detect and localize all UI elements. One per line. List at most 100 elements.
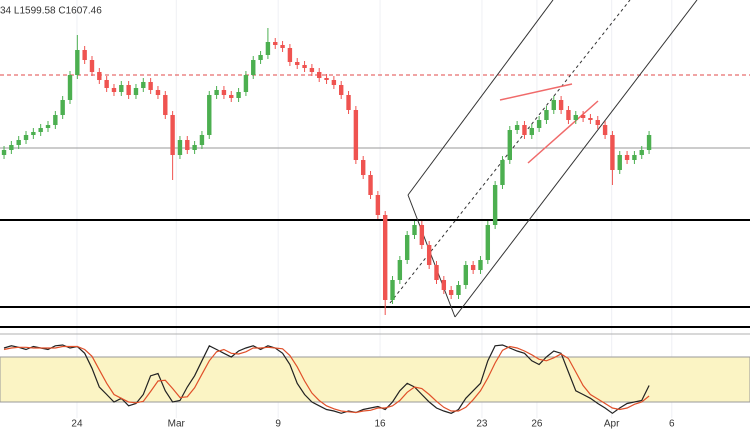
candle-body (624, 155, 630, 160)
candle-body (544, 110, 549, 120)
candle-body (595, 120, 600, 125)
x-tick-label: Mar (168, 419, 186, 430)
candle-body (119, 85, 124, 92)
candle-body (317, 72, 322, 78)
candle-body (588, 118, 593, 120)
candle-body (500, 160, 505, 185)
candle-body (89, 60, 95, 72)
candle-body (214, 90, 219, 95)
channel-upper (407, 0, 554, 196)
candle-body (170, 115, 175, 155)
oscillator-line (3, 344, 650, 415)
candle-body (339, 85, 344, 95)
candle-body (1, 150, 7, 155)
candle-body (192, 145, 197, 150)
candles (1, 28, 652, 315)
candle-body (75, 50, 80, 75)
candle-body (104, 80, 109, 88)
candle-body (580, 115, 586, 118)
oscillator-band (0, 356, 750, 403)
x-tick-label: 23 (476, 419, 488, 430)
candle-body (302, 65, 307, 68)
candle-body (155, 90, 161, 95)
candle-body (82, 50, 87, 60)
candle-body (470, 265, 476, 270)
candle-body (133, 88, 139, 95)
candle-body (558, 100, 564, 110)
x-tick-label: 26 (531, 419, 543, 430)
candle-body (632, 155, 637, 160)
channel-lower (454, 0, 698, 318)
candle-body (346, 95, 351, 110)
candle-body (441, 280, 447, 290)
candle-body (390, 280, 395, 300)
candle-body (141, 82, 146, 88)
candle-body (185, 140, 190, 150)
candle-body (382, 215, 388, 300)
candle-body (507, 130, 512, 160)
candle-body (522, 125, 527, 135)
candle-body (60, 100, 65, 115)
candle-body (404, 235, 410, 260)
candle-body (251, 60, 256, 75)
candle-body (602, 125, 608, 135)
candle-body (163, 95, 168, 115)
candle-body (551, 100, 556, 110)
oscillator-line (3, 345, 650, 414)
candle-body (397, 260, 403, 280)
candle-body (199, 135, 205, 145)
candle-body (485, 225, 491, 260)
candle-body (426, 245, 432, 265)
candle-body (566, 110, 571, 120)
candle-body (148, 82, 153, 90)
candle-body (295, 62, 300, 65)
candle-body (368, 175, 373, 195)
candle-body (126, 85, 131, 95)
candle-body (456, 285, 461, 295)
ohlc-readout: 34 L1599.58 C1607.46 (0, 6, 102, 17)
candle-body (38, 128, 43, 132)
candle-body (492, 185, 498, 225)
wedge-upper (499, 83, 573, 101)
candle-body (97, 72, 102, 80)
candle-body (360, 160, 366, 175)
candle-body (573, 115, 578, 120)
candle-body (258, 55, 263, 60)
candle-body (639, 150, 644, 155)
x-tick-label: 6 (669, 419, 675, 430)
candle-body (207, 95, 212, 135)
x-tick-label: Apr (604, 419, 620, 430)
x-tick-label: 24 (71, 419, 83, 430)
candle-body (45, 125, 51, 128)
candle-body (287, 48, 293, 62)
candle-body (448, 290, 454, 295)
candle-body (31, 132, 36, 135)
candle-body (536, 120, 542, 128)
candle-body (419, 225, 425, 245)
candle-body (309, 68, 315, 72)
x-tick-label: 9 (275, 419, 281, 430)
candle-body (514, 125, 520, 130)
candle-body (353, 110, 359, 160)
candle-body (412, 225, 417, 235)
wedge-lower (527, 100, 599, 164)
candle-body (324, 78, 329, 80)
candle-body (243, 75, 249, 92)
oscillator-panel (0, 344, 750, 415)
candle-body (236, 92, 241, 98)
candle-body (646, 135, 652, 150)
channel-base (407, 194, 456, 318)
candle-body (434, 265, 439, 280)
candle-body (221, 90, 227, 95)
candle-body (16, 140, 21, 145)
candle-body (478, 260, 483, 270)
candle-body (67, 75, 73, 100)
candle-body (265, 42, 271, 55)
candle-body (375, 195, 381, 215)
candle-body (111, 88, 117, 92)
candle-body (331, 80, 337, 85)
x-tick-label: 16 (374, 419, 386, 430)
candle-body (529, 128, 534, 135)
